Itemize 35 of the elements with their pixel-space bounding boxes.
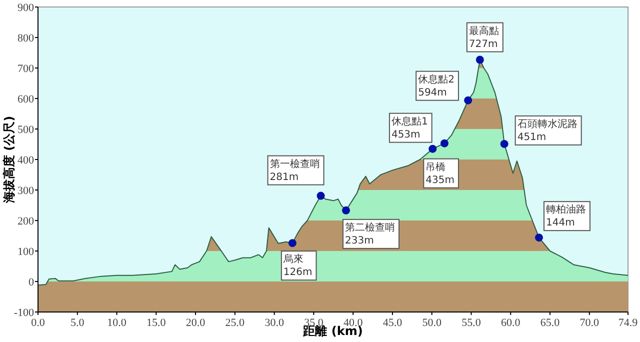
y-tick-label: 700	[18, 63, 34, 75]
y-tick-label: 400	[18, 154, 34, 166]
x-tick-label: 74.9	[618, 317, 638, 329]
x-tick-label: 70.0	[580, 317, 600, 329]
x-tick-label: 20.0	[186, 317, 206, 329]
y-tick-label: 200	[18, 216, 34, 228]
annotation: 休息點2 594m	[418, 73, 454, 98]
y-tick-label: 600	[18, 94, 34, 106]
y-tick-label: 500	[18, 124, 34, 136]
y-axis-title: 海拔高度 (公尺)	[2, 116, 16, 204]
y-tick-label: 100	[18, 246, 34, 258]
x-tick-label: 10.0	[107, 317, 127, 329]
annotation: 吊橋 435m	[426, 160, 454, 186]
x-tick-label: 50.0	[422, 317, 442, 329]
x-tick-label: 0.0	[31, 317, 46, 329]
y-tick-label: 0	[28, 276, 34, 288]
annotation: 石頭轉水泥路 451m	[517, 118, 578, 143]
annotation: 休息點1 453m	[391, 115, 428, 140]
x-tick-label: 5.0	[70, 317, 85, 329]
y-tick-label: -100	[14, 307, 34, 319]
annotation: 第二檢查哨 233m	[344, 221, 395, 246]
x-tick-label: 65.0	[540, 317, 560, 329]
x-tick-label: 45.0	[382, 317, 403, 329]
x-tick-label: 15.0	[146, 317, 166, 329]
annotation: 最高點 727m	[468, 24, 499, 50]
annotation: 烏來 126m	[282, 253, 312, 278]
x-tick-label: 55.0	[462, 317, 482, 329]
annotation: 轉柏油路 144m	[546, 204, 586, 229]
y-tick-label: 300	[18, 185, 34, 197]
x-tick-label: 25.0	[225, 317, 246, 329]
y-tick-label: 900	[18, 2, 34, 14]
annotation: 第一檢查哨 281m	[270, 158, 320, 183]
y-tick-label: 800	[18, 32, 34, 44]
x-tick-label: 30.0	[264, 317, 284, 329]
x-tick-label: 60.0	[501, 317, 521, 329]
